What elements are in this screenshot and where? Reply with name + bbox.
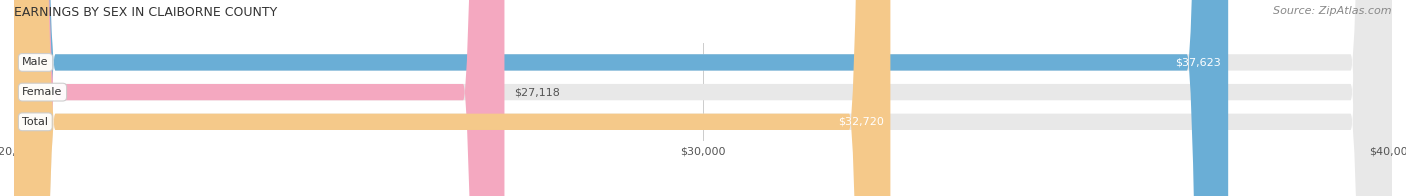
FancyBboxPatch shape bbox=[14, 0, 505, 196]
Text: Total: Total bbox=[22, 117, 48, 127]
Text: Female: Female bbox=[22, 87, 63, 97]
Text: EARNINGS BY SEX IN CLAIBORNE COUNTY: EARNINGS BY SEX IN CLAIBORNE COUNTY bbox=[14, 6, 277, 19]
FancyBboxPatch shape bbox=[14, 0, 1392, 196]
FancyBboxPatch shape bbox=[14, 0, 1392, 196]
FancyBboxPatch shape bbox=[14, 0, 890, 196]
Text: $27,118: $27,118 bbox=[515, 87, 560, 97]
FancyBboxPatch shape bbox=[14, 0, 1229, 196]
Text: $37,623: $37,623 bbox=[1175, 57, 1222, 67]
Text: Source: ZipAtlas.com: Source: ZipAtlas.com bbox=[1274, 6, 1392, 16]
Text: Male: Male bbox=[22, 57, 49, 67]
Text: $32,720: $32,720 bbox=[838, 117, 883, 127]
FancyBboxPatch shape bbox=[14, 0, 1392, 196]
